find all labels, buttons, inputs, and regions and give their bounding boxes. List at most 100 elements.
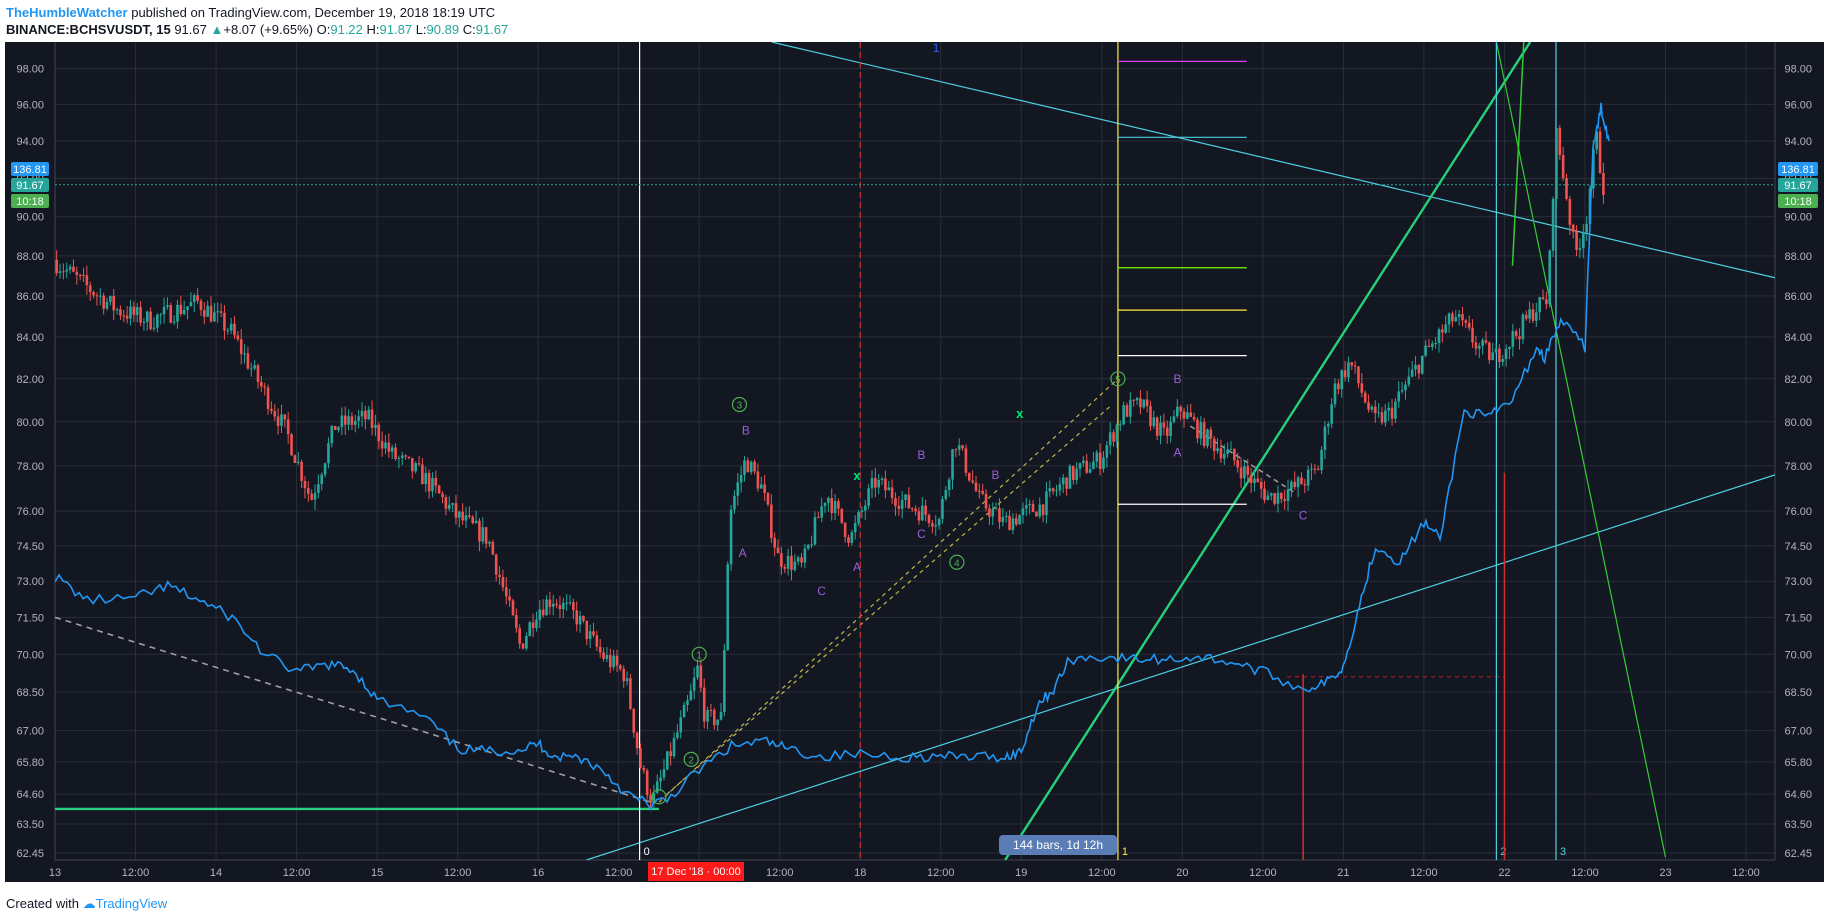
last-price-tag-right-text: 91.67 (1784, 180, 1812, 192)
candle-body (1471, 327, 1474, 343)
candle-body (662, 769, 666, 778)
candle-body (427, 472, 431, 492)
candle-body (1417, 364, 1421, 374)
wave-circle-marker (949, 554, 965, 570)
descending-cyan-trendline (771, 42, 1775, 279)
y-tick-label-left: 84.00 (16, 332, 44, 344)
x-tick-label: 20 (1176, 867, 1188, 879)
candle-body (1280, 492, 1283, 500)
candle-body (92, 291, 95, 296)
close-label: C: (462, 22, 476, 37)
date-highlight-text: 17 Dec '18 · 00:00 (651, 866, 741, 878)
x-tick-label: 12:00 (1088, 867, 1116, 879)
candle-body (622, 668, 626, 682)
candle-body (213, 312, 216, 322)
candle-body (431, 477, 434, 492)
candle-body (682, 705, 686, 718)
candle-body (159, 314, 162, 316)
tradingview-link[interactable]: TradingView (95, 896, 168, 911)
candle-body (239, 339, 243, 354)
candle-body (1370, 406, 1374, 410)
candle-body (1461, 314, 1464, 321)
candle-body (595, 635, 599, 647)
y-tick-label-left: 74.50 (16, 541, 44, 553)
y-tick-label-left: 82.00 (16, 374, 44, 386)
candle-body (1427, 345, 1431, 348)
candle-body (249, 368, 253, 370)
candle-body (1202, 422, 1206, 447)
candle-body (749, 461, 753, 473)
y-tick-label-right: 90.00 (1784, 212, 1812, 224)
candle-body (260, 381, 263, 387)
x-tick-label: 19 (1015, 867, 1027, 879)
candle-body (176, 304, 179, 322)
candle-body (441, 493, 444, 498)
candle-body (1125, 405, 1129, 417)
candle-body (1135, 398, 1139, 401)
candle-body (803, 548, 807, 563)
candle-body (806, 544, 810, 549)
candle-body (1518, 335, 1521, 340)
candle-body (243, 353, 246, 355)
candle-body (1585, 223, 1588, 233)
wave-circle-number: 1 (696, 650, 702, 661)
candle-body (1581, 232, 1585, 249)
candle-body (1243, 466, 1246, 479)
candle-body (417, 463, 421, 465)
y-tick-label-left: 62.45 (16, 848, 44, 860)
candles (55, 125, 1605, 810)
candle-body (541, 609, 545, 616)
candle-body (1545, 299, 1548, 305)
candle-body (1209, 429, 1213, 439)
candle-body (1571, 224, 1575, 232)
candle-body (1441, 329, 1444, 333)
y-tick-label-right: 70.00 (1784, 649, 1812, 661)
x-tick-label: 12:00 (1249, 867, 1277, 879)
candle-body (941, 498, 944, 520)
candle-body (608, 655, 612, 668)
candle-body (300, 461, 303, 482)
x-tick-label: 14 (210, 867, 222, 879)
candle-body (575, 610, 579, 625)
symbol-label[interactable]: BINANCE:BCHSVUSDT, 15 (6, 22, 171, 37)
candle-body (857, 511, 860, 524)
candle-body (625, 678, 629, 682)
thin-green-falling-line (1495, 42, 1667, 858)
candle-body (642, 767, 646, 771)
candle-body (652, 792, 656, 804)
candle-body (974, 482, 978, 491)
candle-body (1394, 401, 1397, 419)
candle-body (206, 305, 209, 317)
candle-body (1266, 495, 1270, 500)
candle-body (1474, 342, 1478, 349)
y-tick-label-left: 65.80 (16, 757, 44, 769)
candle-body (1481, 340, 1484, 346)
bars-range-tooltip (999, 835, 1117, 855)
candle-body (1320, 449, 1323, 471)
candle-body (1276, 492, 1280, 504)
author-link[interactable]: TheHumbleWatcher (6, 5, 128, 20)
candle-body (629, 678, 632, 709)
candle-body (615, 655, 619, 666)
candle-body (1484, 340, 1488, 343)
candle-body (484, 527, 488, 544)
candle-body (68, 266, 72, 270)
candle-body (142, 321, 146, 323)
candle-body (1357, 366, 1360, 384)
candle-body (998, 508, 1001, 523)
y-tick-label-right: 94.00 (1784, 136, 1812, 148)
candle-body (833, 501, 837, 514)
candle-body (1055, 490, 1058, 492)
candle-body (910, 508, 914, 510)
candle-body (1451, 313, 1454, 322)
candle-body (1303, 484, 1307, 486)
candle-body (793, 561, 797, 570)
candle-body (947, 479, 951, 491)
right-price-axis: 98.0096.0094.0092.0090.0088.0086.0084.00… (1784, 63, 1812, 860)
candle-body (786, 555, 790, 569)
candle-body (1159, 422, 1162, 436)
candle-body (1434, 343, 1437, 345)
candle-body (897, 505, 901, 509)
candle-body (337, 427, 340, 431)
